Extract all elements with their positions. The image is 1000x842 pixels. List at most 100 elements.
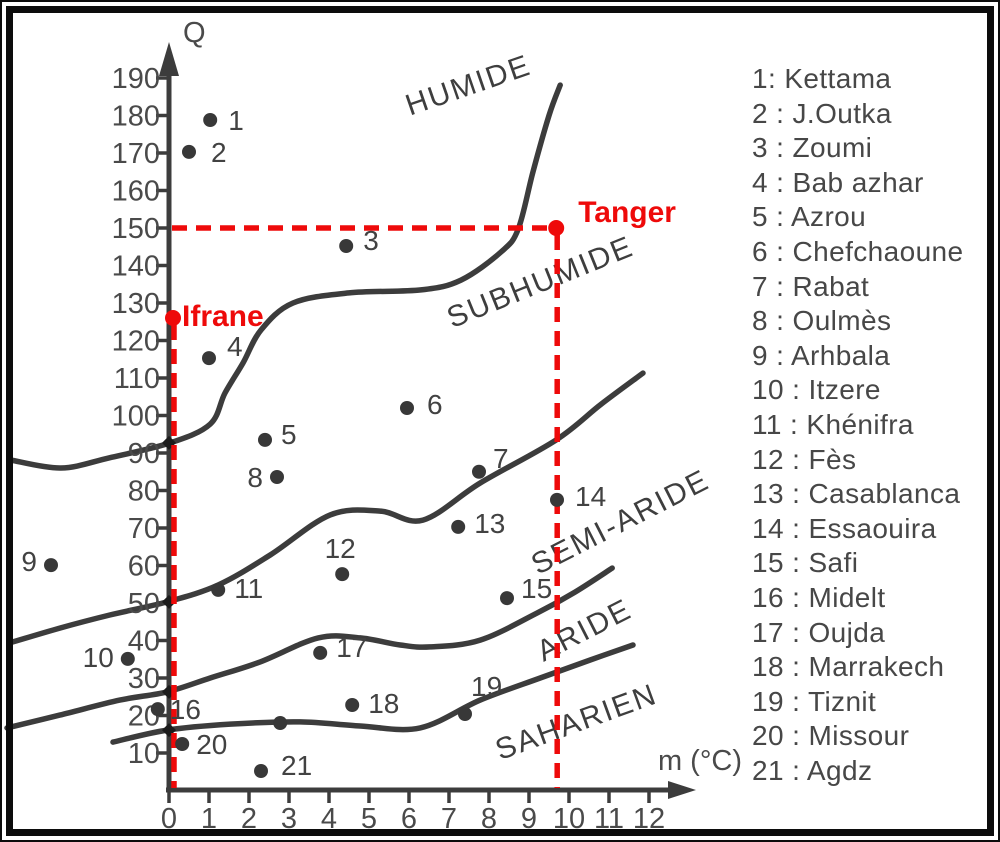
y-tick-label: 180 xyxy=(112,101,160,133)
legend-item-9: 9 : Arhbala xyxy=(752,339,891,371)
station-point-15: 15 xyxy=(500,573,552,606)
legend-item-1: 1: Kettama xyxy=(752,63,892,94)
station-point-7: 7 xyxy=(472,443,509,479)
x-axis-title: m (°C) xyxy=(658,745,742,777)
highlight-label-ifrane: Ifrane xyxy=(182,300,264,333)
y-tick-label: 100 xyxy=(112,401,160,433)
station-point-19: 19 xyxy=(458,671,502,721)
legend-item-7: 7 : Rabat xyxy=(752,270,870,302)
y-tick-label: 90 xyxy=(128,438,160,470)
x-tick-label: 10 xyxy=(553,803,585,835)
station-point-17: 17 xyxy=(313,632,367,663)
station-point-3: 3 xyxy=(339,225,379,256)
station-label-13: 13 xyxy=(474,508,505,539)
station-label-21: 21 xyxy=(281,750,312,781)
y-axis-title: Q xyxy=(183,17,206,49)
station-point-16: 16 xyxy=(150,694,201,725)
station-label-14: 14 xyxy=(575,481,606,512)
station-point-2: 2 xyxy=(182,137,227,168)
legend-item-18: 18 : Marrakech xyxy=(752,651,945,683)
station-point-21: 21 xyxy=(254,750,312,781)
station-point-10: 10 xyxy=(83,642,135,673)
y-tick-label: 80 xyxy=(128,476,160,508)
station-label-20: 20 xyxy=(196,729,227,760)
legend-item-2: 2 : J.Outka xyxy=(752,97,892,129)
station-point-4: 4 xyxy=(202,331,243,366)
station-point-8: 8 xyxy=(247,462,284,493)
legend-item-12: 12 : Fès xyxy=(752,443,857,475)
x-tick-label: 6 xyxy=(401,803,417,835)
zone-label-subhumide: SUBHUMIDE xyxy=(442,230,638,335)
legend-item-4: 4 : Bab azhar xyxy=(752,166,924,198)
x-tick-label: 11 xyxy=(594,803,624,835)
y-tick-label: 40 xyxy=(128,626,160,658)
y-tick-label: 110 xyxy=(114,363,160,395)
x-tick-label: 5 xyxy=(361,803,377,835)
legend-item-17: 17 : Oujda xyxy=(752,616,886,648)
zone-label-saharien: SAHARIEN xyxy=(491,678,661,767)
y-tick-label: 50 xyxy=(128,588,160,620)
station-point-13: 13 xyxy=(451,508,505,539)
station-point-5: 5 xyxy=(258,419,297,450)
station-label-6: 6 xyxy=(427,389,443,420)
station-point-18: 18 xyxy=(345,688,399,719)
legend-item-21: 21 : Agdz xyxy=(752,754,873,786)
zone-label-humide: HUMIDE xyxy=(401,49,535,123)
station-label-9: 9 xyxy=(21,546,37,577)
station-point-1: 1 xyxy=(203,105,244,136)
highlight-point-tanger xyxy=(548,220,565,236)
x-axis-arrow-icon xyxy=(668,781,696,799)
station-label-12: 12 xyxy=(325,533,356,564)
legend-item-3: 3 : Zoumi xyxy=(752,132,873,164)
station-label-3: 3 xyxy=(363,225,379,256)
boundary-curve-aride-saharien xyxy=(110,642,636,745)
y-tick-label: 30 xyxy=(128,663,160,695)
station-label-18: 18 xyxy=(368,688,399,719)
boundary-curve-semiaride-aride xyxy=(4,565,615,731)
legend-item-6: 6 : Chefchaoune xyxy=(752,235,964,267)
y-tick-label: 190 xyxy=(112,63,160,95)
y-tick-label: 170 xyxy=(112,138,160,170)
x-tick-label: 2 xyxy=(241,803,257,835)
station-point-12: 12 xyxy=(325,533,356,582)
y-tick-label: 120 xyxy=(112,326,160,358)
highlight-point-ifrane xyxy=(165,310,181,326)
station-label-7: 7 xyxy=(493,443,509,474)
station-label-19: 19 xyxy=(471,671,502,702)
station-point-11: 11 xyxy=(211,573,263,604)
legend-item-14: 14 : Essaouira xyxy=(752,512,937,544)
x-tick-label: 3 xyxy=(281,803,297,835)
y-axis-arrow-icon xyxy=(159,42,179,76)
station-label-11: 11 xyxy=(234,573,263,604)
x-tick-label: 4 xyxy=(321,803,337,835)
legend-item-11: 11 : Khénifra xyxy=(752,408,914,440)
station-label-1: 1 xyxy=(228,105,244,136)
legend-item-13: 13 : Casablanca xyxy=(752,478,961,510)
x-tick-label: 9 xyxy=(521,803,537,835)
y-tick-label: 10 xyxy=(128,738,160,770)
legend-item-19: 19 : Tiznit xyxy=(752,685,877,717)
y-tick-label: 60 xyxy=(128,551,160,583)
boundary-curve-humide-subhumide xyxy=(8,82,563,471)
station-label-8: 8 xyxy=(247,462,263,493)
y-tick-label: 130 xyxy=(112,288,160,320)
y-tick-label: 150 xyxy=(112,213,160,245)
y-tick-label: 160 xyxy=(112,176,160,208)
x-tick-label: 1 xyxy=(201,803,217,835)
station-label-15: 15 xyxy=(521,573,552,604)
station-label-17: 17 xyxy=(336,632,367,663)
legend-item-5: 5 : Azrou xyxy=(752,201,867,233)
station-label-16: 16 xyxy=(170,694,201,725)
station-point-20: 20 xyxy=(175,729,227,760)
legend-item-8: 8 : Oulmès xyxy=(752,305,892,337)
station-label-4: 4 xyxy=(227,331,243,362)
legend-item-20: 20 : Missour xyxy=(752,720,910,752)
legend-item-16: 16 : Midelt xyxy=(752,581,886,613)
legend-item-10: 10 : Itzere xyxy=(752,374,881,406)
station-point-unlabeled xyxy=(273,716,288,730)
y-tick-label: 70 xyxy=(128,513,160,545)
y-tick-label: 140 xyxy=(112,251,160,283)
station-label-10: 10 xyxy=(83,642,114,673)
